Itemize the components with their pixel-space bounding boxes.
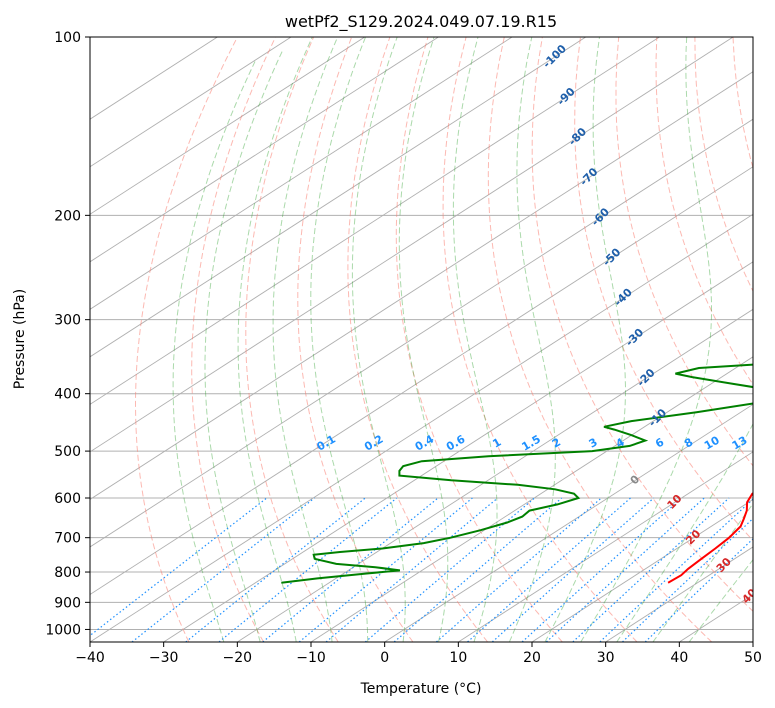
isotherm-gridline — [90, 37, 586, 358]
isotherm-gridline — [384, 403, 753, 642]
y-tick-label: 900 — [54, 595, 81, 611]
isotherm-gridline — [237, 308, 753, 642]
mixing-ratio-line — [90, 497, 268, 637]
dry-adiabat — [531, 37, 753, 612]
dry-adiabat — [347, 37, 488, 642]
y-tick-label: 300 — [54, 313, 81, 329]
moist-adiabat — [398, 37, 449, 642]
dry-adiabat — [395, 37, 563, 642]
isotherm-gridline — [90, 37, 734, 453]
plot-frame — [89, 36, 754, 643]
temperature-line — [667, 492, 753, 584]
y-tick-label: 200 — [54, 208, 81, 224]
x-tick-label: 0 — [380, 650, 389, 666]
isotherm-gridline — [310, 356, 753, 642]
background-lines — [90, 37, 753, 642]
isotherm-gridline — [90, 37, 292, 168]
x-tick-label: 50 — [744, 650, 762, 666]
x-tick-label: −40 — [75, 650, 105, 666]
moist-adiabat — [310, 37, 369, 642]
mixing-ratio-line — [325, 497, 499, 642]
mixing-ratio-line — [521, 497, 683, 642]
isotherm-gridline — [531, 498, 753, 642]
y-tick-label: 500 — [54, 444, 81, 460]
moist-adiabat — [452, 37, 498, 642]
isotherm-gridline — [90, 118, 753, 548]
moist-adiabat — [616, 422, 753, 642]
y-axis: 100 200 300 400 500 600 700 800 900 1000 — [45, 30, 90, 638]
isotherm-gridline — [90, 37, 365, 215]
x-axis: −40 −30 −20 −10 0 10 20 30 40 50 — [75, 642, 762, 666]
isotherm-gridline — [163, 261, 753, 642]
mixing-ratio-line — [545, 497, 705, 642]
mixing-ratio-line — [436, 497, 602, 642]
dry-adiabat — [245, 37, 339, 642]
x-axis-title: Temperature (°C) — [360, 681, 482, 697]
mixing-ratio-line — [393, 497, 563, 642]
dry-adiabat — [135, 37, 238, 642]
moist-adiabat — [172, 61, 256, 642]
mixing-ratio-line — [218, 497, 398, 642]
x-tick-label: −10 — [296, 650, 326, 666]
dry-adiabat — [442, 37, 638, 642]
moist-adiabat — [580, 37, 712, 642]
isotherm-gridline — [90, 213, 753, 642]
y-tick-label: 100 — [54, 30, 81, 46]
y-tick-label: 400 — [54, 387, 81, 403]
mixing-ratio-line — [467, 497, 631, 642]
dry-adiabat — [297, 37, 414, 642]
dry-adiabat — [574, 37, 753, 542]
profiles — [281, 363, 753, 584]
y-tick-label: 800 — [54, 565, 81, 581]
mixing-ratio-line — [298, 497, 473, 642]
mixing-ratio-line — [491, 497, 655, 642]
moist-adiabat — [544, 37, 626, 642]
chart-title: wetPf2_S129.2024.049.07.19.R15 — [285, 12, 557, 32]
x-tick-label: 20 — [523, 650, 541, 666]
moist-adiabat — [508, 37, 556, 642]
moist-adiabat — [204, 49, 284, 642]
mixing-ratio-line — [364, 497, 535, 642]
x-tick-label: 10 — [449, 650, 467, 666]
isotherm-gridline — [90, 166, 753, 596]
isotherm-gridline — [90, 71, 753, 500]
isotherm-gridline — [458, 451, 753, 642]
dry-adiabat — [487, 37, 713, 642]
dewpoint-line — [281, 363, 753, 584]
x-tick-label: −30 — [149, 650, 179, 666]
y-tick-label: 1000 — [45, 622, 81, 638]
dry-adiabat — [191, 37, 276, 642]
x-tick-label: 30 — [597, 650, 615, 666]
dry-adiabat — [694, 37, 753, 293]
moist-adiabat — [351, 37, 406, 642]
y-tick-label: 600 — [54, 491, 81, 507]
isotherm-gridline — [90, 37, 513, 310]
isotherm-gridline — [90, 37, 660, 405]
y-tick-label: 700 — [54, 531, 81, 547]
x-tick-label: 40 — [670, 650, 688, 666]
isotherm-gridline — [90, 37, 439, 263]
y-axis-title: Pressure (hPa) — [12, 289, 28, 389]
x-tick-label: −20 — [223, 650, 253, 666]
